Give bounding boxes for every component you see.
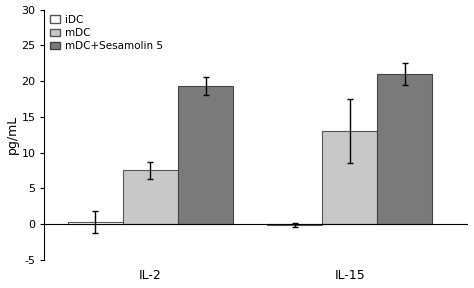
Bar [267,224,322,225]
Bar [123,170,178,224]
Y-axis label: pg/mL: pg/mL [6,115,18,154]
Bar [178,86,233,224]
Bar [322,131,377,224]
Bar [377,74,432,224]
Legend: iDC, mDC, mDC+Sesamolin 5: iDC, mDC, mDC+Sesamolin 5 [46,11,167,55]
Bar [68,222,123,224]
